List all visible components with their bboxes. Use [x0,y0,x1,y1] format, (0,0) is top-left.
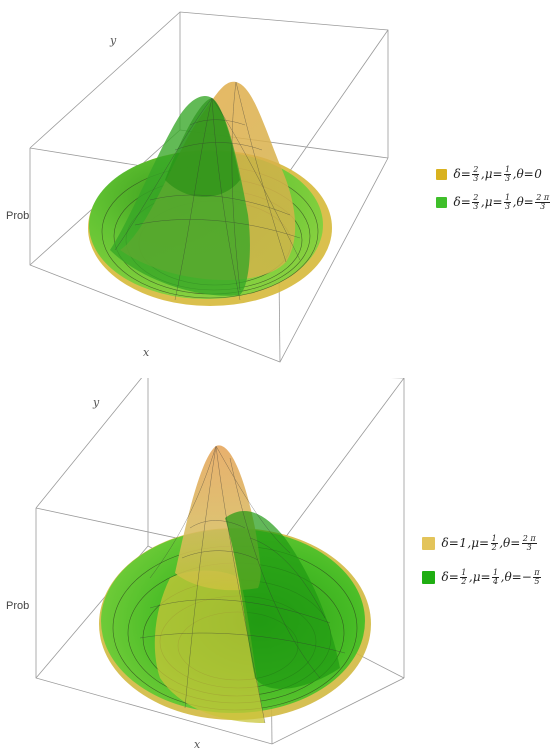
y-axis-label-bottom: y [93,396,100,409]
legend-swatch-yellow [436,168,447,180]
surface-plot-top [29,11,389,363]
surface-mesh-top [114,81,301,301]
legend-swatch-green [422,570,435,584]
y-axis-label-top: y [110,34,117,47]
z-axis-label-top: Prob [6,210,30,222]
x-axis-label-top: x [143,346,150,359]
surface-yellow-region [154,570,265,723]
surface-green-shoulder [225,510,340,689]
legend-swatch-green [436,196,447,208]
z-axis-label-bottom: Prob [6,600,30,612]
surface-mesh-bottom [139,445,346,724]
x-axis-label-bottom: x [194,738,201,751]
legend-swatch-yellow [422,536,435,550]
surface-plot-bottom [35,378,405,745]
